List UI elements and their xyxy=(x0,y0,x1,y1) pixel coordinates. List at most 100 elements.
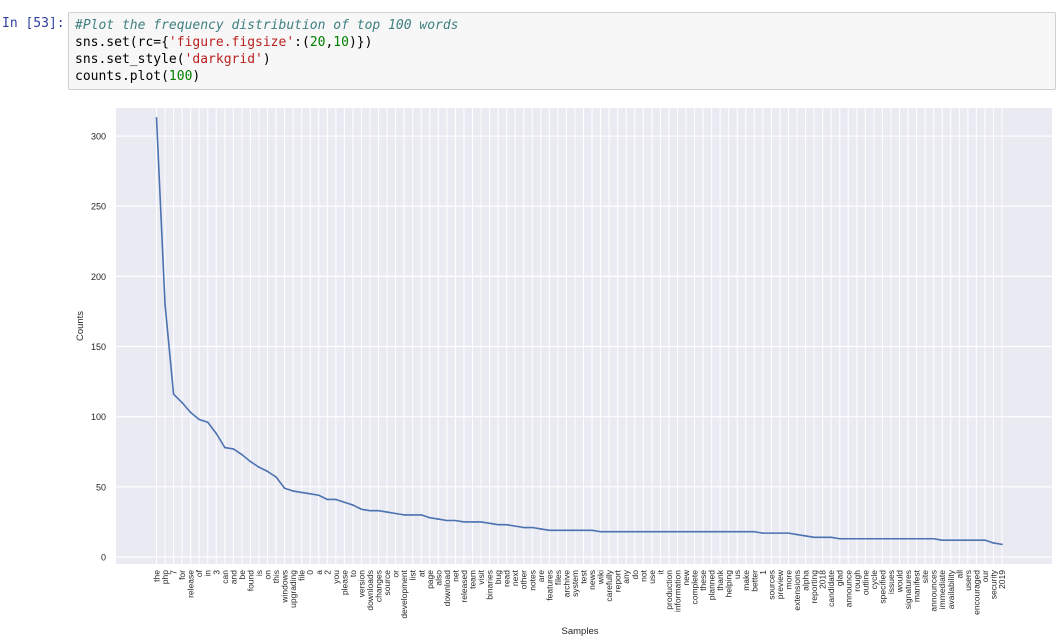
data-point xyxy=(830,536,832,539)
x-tick-label: 7 xyxy=(169,570,179,575)
x-tick-label: 0 xyxy=(305,570,315,575)
data-point xyxy=(360,508,363,511)
x-axis-label: Samples xyxy=(562,626,599,637)
data-point xyxy=(411,514,414,516)
x-tick-label: download xyxy=(442,570,452,607)
x-tick-label: on xyxy=(263,570,273,580)
x-tick-label: released xyxy=(459,570,469,603)
x-tick-label: news xyxy=(587,570,597,590)
data-point xyxy=(804,535,807,537)
x-tick-label: reporting xyxy=(809,570,819,604)
x-tick-label: availability xyxy=(946,569,956,609)
data-point xyxy=(642,530,645,533)
x-tick-label: also xyxy=(433,570,443,586)
code-cell-input[interactable]: #Plot the frequency distribution of top … xyxy=(68,12,1056,90)
x-tick-label: do xyxy=(630,570,640,580)
x-tick-label: page xyxy=(425,570,435,589)
cell-output: 0 50 100 150 200 250 300 the php 7 for release of in 3… xyxy=(68,98,1064,642)
code-token: sns.set_style( xyxy=(75,52,185,67)
data-point xyxy=(172,393,175,396)
data-point xyxy=(685,530,687,533)
data-point xyxy=(300,491,303,494)
data-point xyxy=(241,453,243,456)
code-string: 'figure.figsize' xyxy=(168,35,295,50)
x-tick-label: are xyxy=(536,570,546,583)
data-point xyxy=(343,501,346,504)
x-tick-label: wiki xyxy=(596,570,606,585)
x-tick-label: downloads xyxy=(365,570,375,611)
x-tick-label: use xyxy=(647,570,657,584)
x-tick-label: rough xyxy=(852,570,862,592)
code-token: )}) xyxy=(348,35,373,50)
data-point xyxy=(224,446,226,449)
data-point xyxy=(736,530,739,533)
data-point xyxy=(770,532,773,534)
data-point xyxy=(403,514,405,516)
x-tick-label: binaries xyxy=(485,570,495,600)
x-tick-label: team xyxy=(467,570,477,589)
data-point xyxy=(941,539,944,541)
data-point xyxy=(787,532,790,534)
data-point xyxy=(258,466,260,468)
x-tick-label: is xyxy=(254,570,264,576)
data-point xyxy=(317,494,320,497)
data-point xyxy=(984,539,986,541)
x-tick-label: at xyxy=(416,569,426,577)
x-tick-label: windows xyxy=(280,570,290,604)
x-tick-label: read xyxy=(502,570,512,587)
x-tick-label: of xyxy=(194,569,204,577)
data-point xyxy=(428,516,431,519)
data-point xyxy=(924,537,926,540)
x-tick-label: release xyxy=(186,570,196,598)
y-tick-label: 150 xyxy=(91,342,106,352)
data-point xyxy=(548,529,551,532)
data-point xyxy=(932,537,935,540)
data-point xyxy=(898,537,901,540)
data-point xyxy=(352,504,354,506)
data-point xyxy=(796,533,798,536)
data-point xyxy=(266,470,269,473)
data-point xyxy=(633,530,636,533)
x-tick-label: and xyxy=(228,570,238,584)
data-point xyxy=(582,529,585,532)
data-point xyxy=(471,521,474,523)
data-point xyxy=(232,448,235,450)
data-point xyxy=(565,529,568,532)
x-tick-label: preview xyxy=(775,569,785,599)
data-point xyxy=(386,511,388,513)
y-tick-label: 300 xyxy=(91,132,106,142)
data-point xyxy=(967,539,969,541)
x-tick-label: immediate xyxy=(937,570,947,609)
x-tick-label: users xyxy=(963,570,973,591)
x-tick-label: found xyxy=(245,570,255,592)
data-point xyxy=(907,537,909,540)
data-point xyxy=(949,539,952,541)
data-point xyxy=(702,530,704,533)
y-tick-label: 250 xyxy=(91,202,106,212)
x-tick-label: for xyxy=(177,570,187,580)
data-point xyxy=(540,528,542,530)
data-point xyxy=(727,530,730,533)
x-tick-label: can xyxy=(220,570,230,584)
data-point xyxy=(864,537,867,540)
x-tick-label: manifest xyxy=(912,569,922,602)
x-tick-label: php xyxy=(160,570,170,584)
x-tick-label: next xyxy=(510,569,520,586)
cell-prompt: In [53]: xyxy=(2,16,65,31)
data-point xyxy=(369,509,371,512)
data-series-line xyxy=(155,117,1003,546)
data-point xyxy=(992,542,995,544)
data-point xyxy=(1001,543,1003,546)
x-tick-label: source xyxy=(382,570,392,596)
data-point xyxy=(505,523,508,526)
x-tick-label: the xyxy=(152,570,162,582)
data-point xyxy=(326,498,329,501)
code-token: ) xyxy=(192,69,201,84)
data-point xyxy=(206,421,209,424)
x-tick-label: list xyxy=(408,569,418,580)
data-point xyxy=(394,512,397,515)
data-point xyxy=(838,537,841,540)
code-token: ) xyxy=(262,52,271,67)
x-tick-label: other xyxy=(519,570,529,590)
x-tick-label: more xyxy=(783,570,793,590)
